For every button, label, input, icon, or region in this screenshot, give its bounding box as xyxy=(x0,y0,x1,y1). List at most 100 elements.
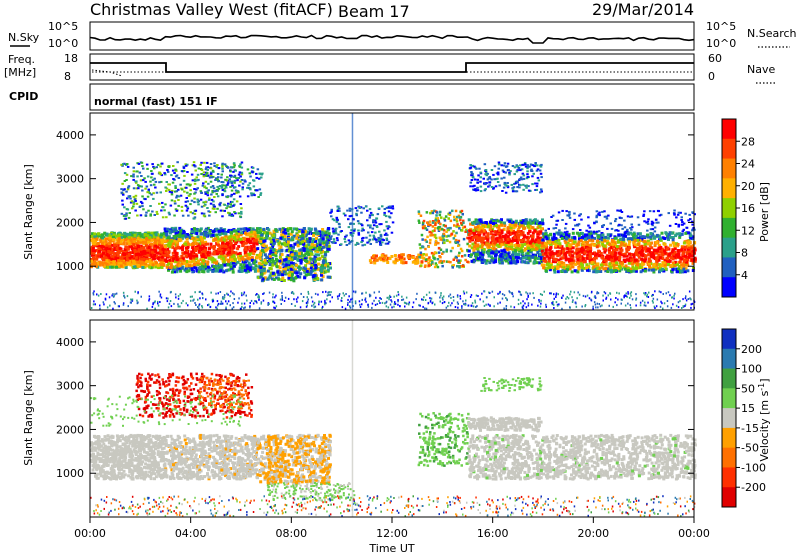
data-cell xyxy=(197,203,200,205)
data-cell xyxy=(469,236,472,239)
data-cell xyxy=(516,260,519,263)
data-cell xyxy=(253,242,256,245)
data-cell xyxy=(336,217,339,219)
data-cell xyxy=(133,196,136,198)
data-cell xyxy=(142,168,145,170)
data-cell xyxy=(167,183,170,185)
data-cell xyxy=(146,191,149,193)
data-cell xyxy=(418,222,421,225)
data-cell xyxy=(231,201,234,203)
data-cell xyxy=(386,261,389,264)
data-cell xyxy=(229,170,232,172)
data-cell xyxy=(443,242,446,245)
data-cell xyxy=(225,269,228,272)
data-cell xyxy=(490,259,493,262)
data-cell xyxy=(105,259,108,262)
data-cell xyxy=(531,248,534,251)
data-cell xyxy=(118,234,121,237)
data-cell xyxy=(127,209,130,211)
data-cell xyxy=(106,266,109,269)
data-cell xyxy=(171,230,174,233)
data-cell xyxy=(389,206,392,208)
data-cell xyxy=(529,242,532,245)
data-cell xyxy=(337,210,340,212)
data-cell xyxy=(191,246,194,249)
data-cell xyxy=(175,255,178,258)
data-cell xyxy=(426,241,429,244)
data-cell xyxy=(367,232,370,234)
data-cell xyxy=(362,237,365,239)
data-cell xyxy=(453,224,456,227)
data-cell xyxy=(301,237,304,240)
data-cell xyxy=(300,248,303,251)
data-cell xyxy=(205,181,208,183)
data-cell xyxy=(501,229,504,232)
data-cell xyxy=(540,166,543,168)
data-cell xyxy=(122,163,125,165)
data-cell xyxy=(486,174,489,176)
data-cell xyxy=(272,272,275,275)
data-cell xyxy=(432,221,435,224)
data-cell xyxy=(492,222,495,225)
data-cell xyxy=(251,256,254,259)
data-cell xyxy=(320,251,323,254)
data-cell xyxy=(501,190,504,192)
data-cell xyxy=(303,227,306,230)
data-cell xyxy=(200,162,203,164)
data-cell xyxy=(129,212,132,214)
data-cell xyxy=(209,177,212,179)
data-cell xyxy=(267,270,270,273)
data-cell xyxy=(443,233,446,236)
data-cell xyxy=(493,178,496,180)
data-cell xyxy=(183,170,186,172)
data-cell xyxy=(146,168,149,170)
data-cell xyxy=(328,245,331,248)
data-cell xyxy=(429,234,432,237)
data-cell xyxy=(334,229,337,231)
data-cell xyxy=(136,175,139,177)
data-cell xyxy=(497,245,500,248)
data-cell xyxy=(349,241,352,243)
data-cell xyxy=(224,179,227,181)
data-cell xyxy=(170,174,173,176)
data-cell xyxy=(164,245,167,248)
data-cell xyxy=(503,224,506,227)
data-cell xyxy=(211,270,214,273)
data-cell xyxy=(273,242,276,245)
data-cell xyxy=(195,210,198,212)
data-cell xyxy=(426,236,429,239)
data-cell xyxy=(472,232,475,235)
data-cell xyxy=(210,181,213,183)
data-cell xyxy=(93,252,96,255)
data-cell xyxy=(150,176,153,178)
data-cell xyxy=(122,204,125,206)
data-cell xyxy=(139,206,142,208)
data-cell xyxy=(174,200,177,202)
data-cell xyxy=(123,188,126,190)
data-cell xyxy=(489,221,492,224)
data-cell xyxy=(240,231,243,234)
data-cell xyxy=(172,257,175,260)
data-cell xyxy=(161,202,164,204)
data-cell xyxy=(365,237,368,239)
data-cell xyxy=(207,183,210,185)
data-cell xyxy=(485,169,488,171)
data-cell xyxy=(272,253,275,256)
data-cell xyxy=(464,259,467,262)
data-cell xyxy=(446,249,449,252)
data-cell xyxy=(496,178,499,180)
data-cell xyxy=(423,225,426,228)
data-cell xyxy=(243,227,246,230)
data-cell xyxy=(213,247,216,250)
data-cell xyxy=(221,168,224,170)
data-cell xyxy=(206,162,209,164)
data-cell xyxy=(177,199,180,201)
data-cell xyxy=(497,181,500,183)
data-cell xyxy=(302,266,305,269)
data-cell xyxy=(201,169,204,171)
data-cell xyxy=(340,243,343,245)
data-cell xyxy=(445,215,448,218)
data-cell xyxy=(370,243,373,245)
data-cell xyxy=(189,203,192,205)
